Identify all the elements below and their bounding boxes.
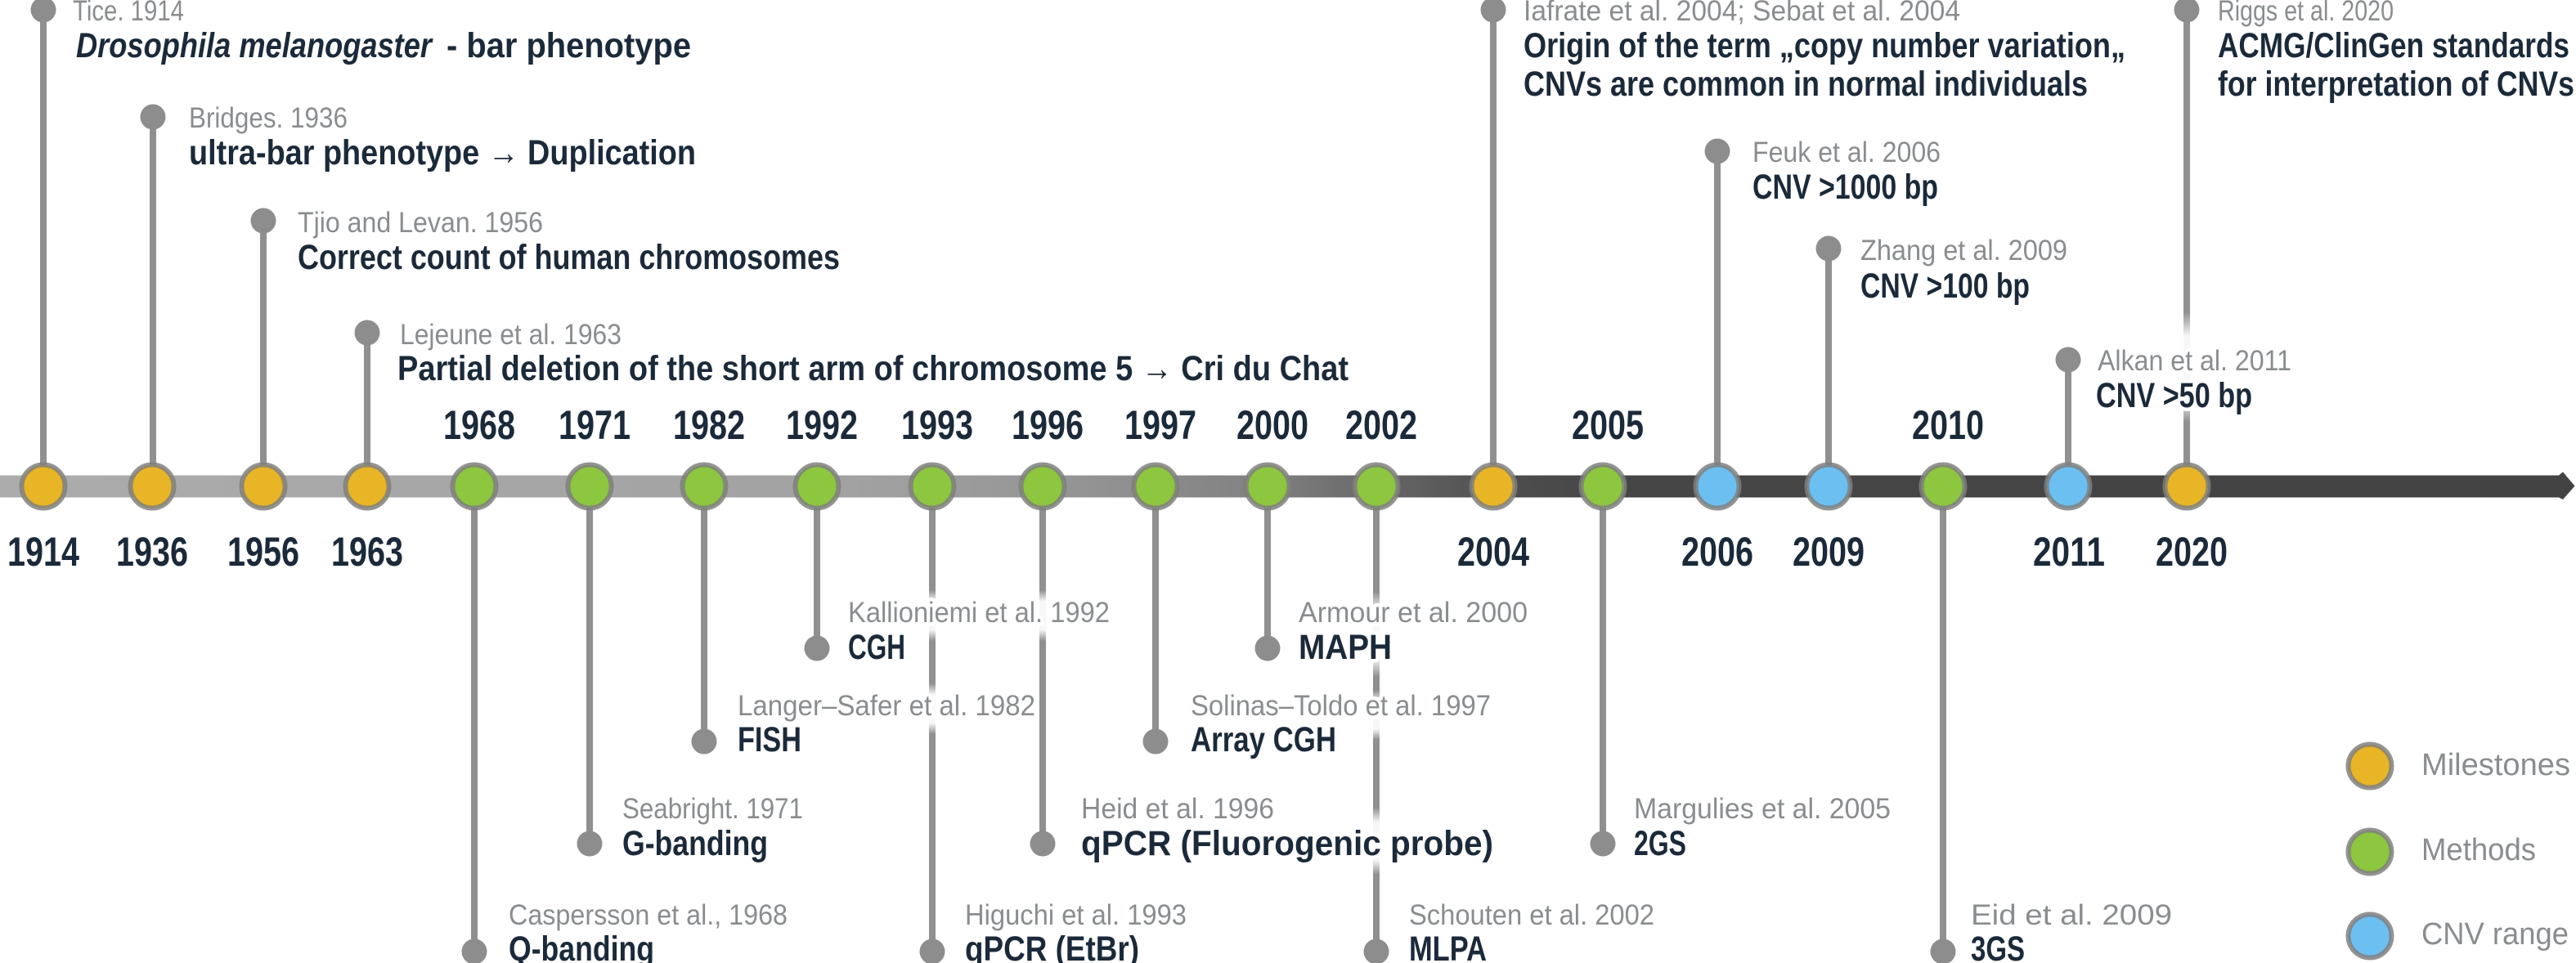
- svg-text:ultra-bar phenotype → Duplicat: ultra-bar phenotype → Duplication: [189, 133, 696, 172]
- svg-text:Schouten et al. 2002: Schouten et al. 2002: [1409, 899, 1654, 931]
- svg-text:qPCR (EtBr): qPCR (EtBr): [965, 929, 1139, 963]
- svg-text:CNV range: CNV range: [2421, 917, 2569, 952]
- svg-text:3GS: 3GS: [1971, 929, 2025, 963]
- svg-text:2009: 2009: [1793, 529, 1865, 575]
- svg-text:2004: 2004: [1457, 529, 1529, 575]
- svg-text:2000: 2000: [1236, 402, 1308, 448]
- svg-text:Zhang et al. 2009: Zhang et al. 2009: [1860, 235, 2067, 267]
- svg-text:1996: 1996: [1012, 402, 1084, 448]
- svg-text:CNV >50 bp: CNV >50 bp: [2096, 376, 2252, 415]
- svg-text:Bridges. 1936: Bridges. 1936: [189, 102, 348, 134]
- svg-text:Armour et al. 2000: Armour et al. 2000: [1299, 597, 1528, 629]
- svg-text:Lejeune et al. 1963: Lejeune et al. 1963: [400, 319, 622, 351]
- svg-text:Higuchi et al. 1993: Higuchi et al. 1993: [965, 899, 1187, 931]
- svg-text:Seabright. 1971: Seabright. 1971: [622, 793, 803, 825]
- svg-text:1997: 1997: [1124, 402, 1196, 448]
- svg-text:2002: 2002: [1345, 402, 1417, 448]
- svg-text:MAPH: MAPH: [1299, 628, 1392, 667]
- svg-text:for interpretation of CNVs: for interpretation of CNVs: [2218, 65, 2574, 104]
- svg-text:Alkan et al. 2011: Alkan et al. 2011: [2098, 345, 2291, 377]
- svg-text:1968: 1968: [443, 402, 515, 448]
- svg-text:Correct count of human chromos: Correct count of human chromosomes: [298, 238, 840, 277]
- svg-text:1971: 1971: [559, 402, 631, 448]
- svg-text:1982: 1982: [673, 402, 745, 448]
- svg-text:1914: 1914: [7, 529, 79, 575]
- svg-text:- bar phenotype: - bar phenotype: [447, 26, 691, 65]
- svg-text:Array CGH: Array CGH: [1191, 720, 1336, 759]
- svg-text:Origin of the term „copy numbe: Origin of the term „copy number variatio…: [1524, 26, 2125, 65]
- svg-text:2011: 2011: [2033, 529, 2105, 575]
- svg-text:Methods: Methods: [2421, 833, 2536, 867]
- svg-text:2020: 2020: [2156, 529, 2228, 575]
- svg-text:qPCR (Fluorogenic probe): qPCR (Fluorogenic probe): [1081, 824, 1493, 863]
- svg-text:Langer–Safer et al. 1982: Langer–Safer et al. 1982: [738, 690, 1035, 722]
- svg-text:1993: 1993: [901, 402, 973, 448]
- svg-text:2006: 2006: [1681, 529, 1753, 575]
- svg-text:Caspersson et al., 1968: Caspersson et al., 1968: [509, 899, 788, 931]
- svg-text:1936: 1936: [116, 529, 188, 575]
- svg-text:CNV >1000 bp: CNV >1000 bp: [1752, 168, 1938, 207]
- svg-text:Kallioniemi et al. 1992: Kallioniemi et al. 1992: [848, 597, 1110, 629]
- svg-text:Tice. 1914: Tice. 1914: [73, 0, 184, 27]
- svg-text:1963: 1963: [331, 529, 403, 575]
- svg-text:Heid et al. 1996: Heid et al. 1996: [1081, 793, 1274, 825]
- svg-text:Riggs et al. 2020: Riggs et al. 2020: [2218, 0, 2394, 27]
- svg-text:Feuk et al. 2006: Feuk et al. 2006: [1752, 137, 1941, 168]
- svg-text:2GS: 2GS: [1634, 824, 1686, 863]
- svg-text:ACMG/ClinGen standards: ACMG/ClinGen standards: [2218, 26, 2569, 65]
- svg-text:2010: 2010: [1912, 402, 1984, 448]
- svg-text:1992: 1992: [786, 402, 858, 448]
- svg-text:FISH: FISH: [738, 720, 801, 759]
- svg-text:2005: 2005: [1572, 402, 1644, 448]
- svg-text:MLPA: MLPA: [1409, 929, 1487, 963]
- svg-text:CGH: CGH: [848, 628, 905, 667]
- svg-text:Eid et al. 2009: Eid et al. 2009: [1971, 899, 2172, 931]
- svg-text:Drosophila melanogaster: Drosophila melanogaster: [76, 26, 433, 65]
- svg-text:1956: 1956: [227, 529, 299, 575]
- svg-text:Partial deletion of the short: Partial deletion of the short arm of chr…: [397, 349, 1349, 388]
- svg-text:G-banding: G-banding: [622, 824, 768, 863]
- svg-text:Margulies et al. 2005: Margulies et al. 2005: [1634, 793, 1891, 825]
- svg-text:Tjio and Levan. 1956: Tjio and Levan. 1956: [298, 207, 543, 239]
- svg-text:Q-banding: Q-banding: [509, 929, 654, 963]
- svg-text:CNVs are common in normal indi: CNVs are common in normal individuals: [1524, 65, 2088, 104]
- svg-text:Milestones: Milestones: [2421, 748, 2570, 782]
- svg-text:CNV >100 bp: CNV >100 bp: [1860, 267, 2030, 306]
- svg-text:Solinas–Toldo et al. 1997: Solinas–Toldo et al. 1997: [1191, 690, 1491, 722]
- svg-text:Iafrate et al. 2004; Sebat et: Iafrate et al. 2004; Sebat et al. 2004: [1524, 0, 1960, 27]
